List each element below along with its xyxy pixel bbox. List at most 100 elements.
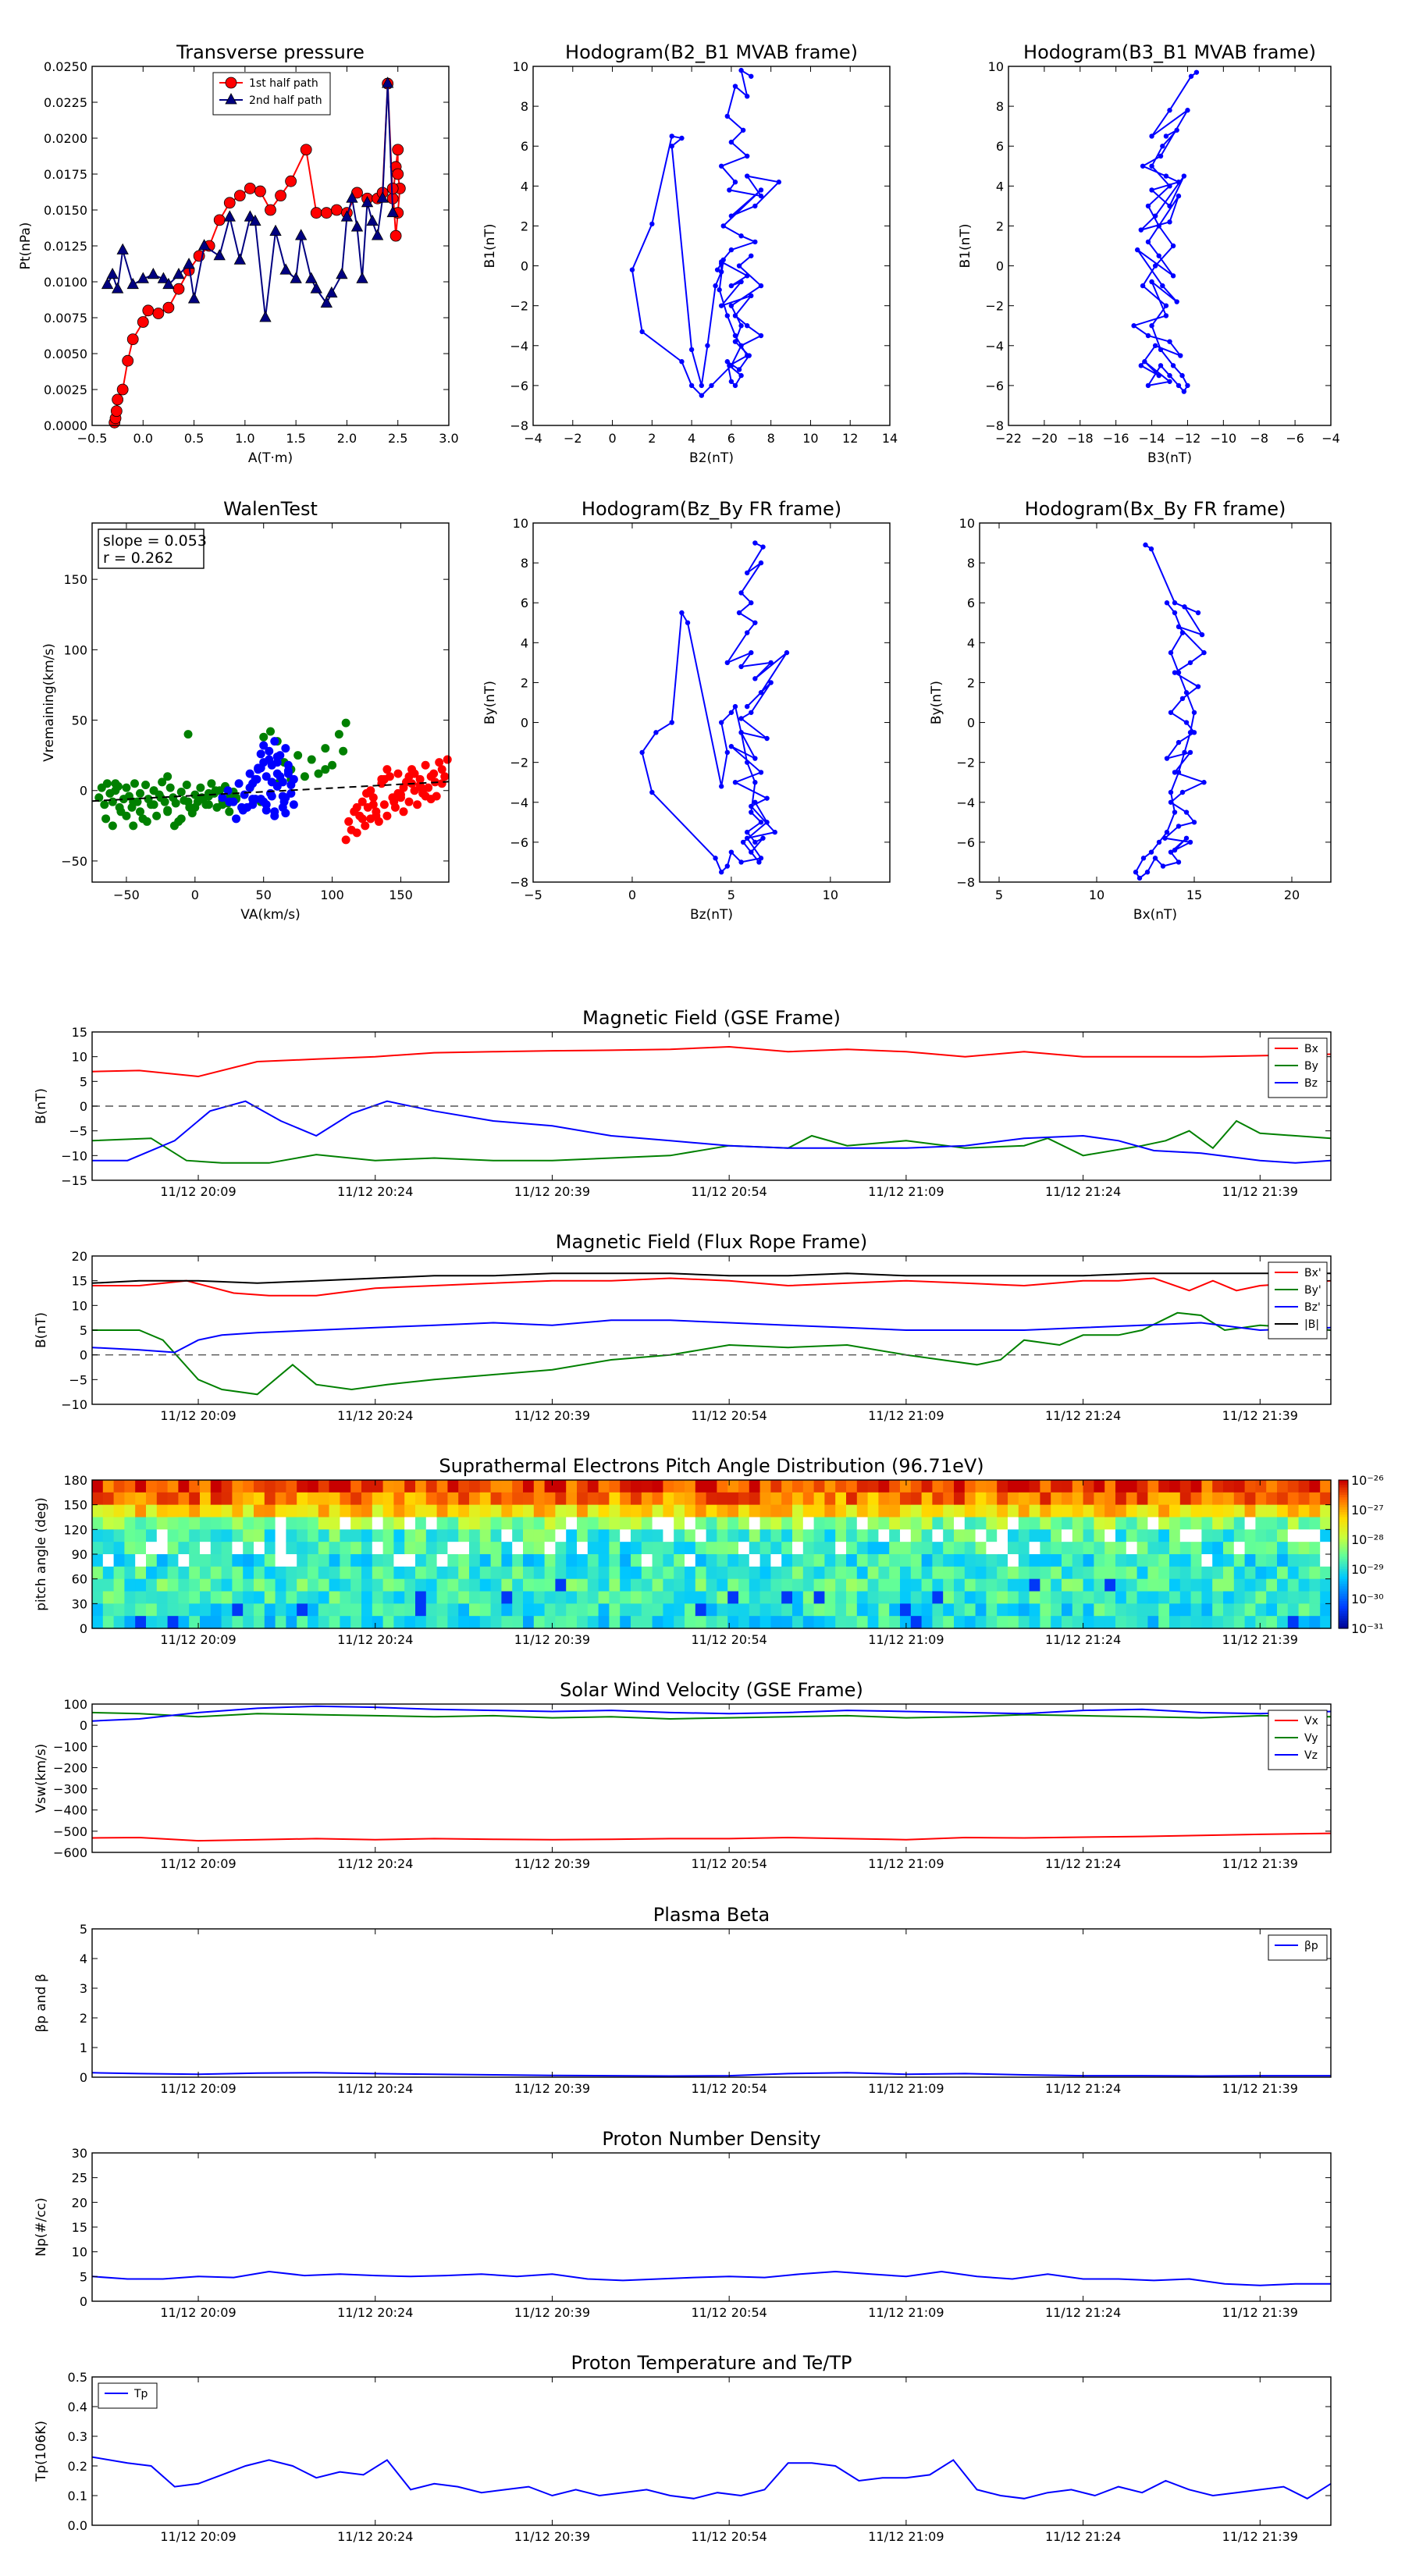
data-point: [1164, 600, 1170, 606]
data-point: [283, 769, 293, 778]
colorbar-step: [1339, 1564, 1348, 1567]
heatmap-cell: [943, 1517, 955, 1530]
heatmap-cell: [749, 1480, 761, 1493]
heatmap-cell: [393, 1566, 405, 1580]
heatmap-cell: [329, 1504, 340, 1518]
data-point: [245, 769, 254, 778]
y-axis-label: Vremaining(km/s): [41, 643, 57, 762]
colorbar-step: [1339, 1610, 1348, 1614]
data-point: [141, 781, 151, 790]
heatmap-cell: [1072, 1578, 1084, 1592]
heatmap-cell: [1223, 1480, 1235, 1493]
data-point: [1140, 163, 1146, 169]
heatmap-cell: [641, 1480, 653, 1493]
heatmap-cell: [577, 1480, 589, 1493]
data-point: [724, 863, 731, 869]
heatmap-cell: [1298, 1504, 1310, 1518]
heatmap-cell: [954, 1517, 966, 1530]
heatmap-cell: [1223, 1591, 1235, 1604]
heatmap-cell: [792, 1603, 804, 1617]
heatmap-cell: [490, 1529, 502, 1542]
heatmap-cell: [210, 1554, 222, 1567]
heatmap-cell: [447, 1504, 459, 1518]
heatmap-cell: [308, 1603, 319, 1617]
heatmap-cell: [447, 1480, 459, 1493]
heatmap-cell: [372, 1492, 384, 1506]
heatmap-cell: [706, 1529, 717, 1542]
heatmap-cell: [1277, 1517, 1289, 1530]
heatmap-cell: [759, 1591, 771, 1604]
x-tick-label: −6: [1286, 431, 1304, 446]
heatmap-cell: [770, 1492, 782, 1506]
heatmap-cell: [415, 1616, 427, 1629]
heatmap-cell: [156, 1542, 169, 1555]
heatmap-cell: [512, 1591, 524, 1604]
heatmap-cell: [1309, 1492, 1321, 1506]
heatmap-cell: [802, 1616, 815, 1629]
heatmap-cell: [1244, 1603, 1256, 1617]
data-point: [1158, 363, 1164, 368]
heatmap-cell: [297, 1492, 308, 1506]
data-point: [218, 800, 227, 809]
heatmap-cell: [867, 1492, 879, 1506]
data-point: [106, 267, 119, 279]
heatmap-cell: [1320, 1578, 1332, 1592]
data-point: [1144, 870, 1151, 875]
axes-frame: [532, 522, 891, 883]
heatmap-cell: [609, 1529, 621, 1542]
heatmap-cell: [802, 1480, 815, 1493]
heatmap-cell: [954, 1603, 966, 1617]
heatmap-cell: [340, 1492, 351, 1506]
data-point: [112, 393, 124, 406]
colorbar-step: [1339, 1578, 1348, 1582]
legend-label: Vz: [1304, 1749, 1318, 1762]
heatmap-cell: [286, 1578, 297, 1592]
heatmap-cell: [641, 1603, 653, 1617]
heatmap-cell: [254, 1517, 265, 1530]
heatmap-cell: [361, 1529, 373, 1542]
heatmap-cell: [889, 1492, 901, 1506]
heatmap-cell: [1051, 1603, 1062, 1617]
data-point: [732, 84, 738, 89]
colorbar-step: [1339, 1487, 1348, 1491]
heatmap-cell: [146, 1591, 158, 1604]
y-tick-label: 0.0175: [44, 167, 87, 182]
annotation-text: r = 0.262: [103, 550, 173, 567]
heatmap-cell: [1266, 1554, 1278, 1567]
heatmap-cell: [663, 1529, 674, 1542]
data-point: [745, 829, 750, 835]
heatmap-cell: [685, 1603, 696, 1617]
data-point: [379, 800, 389, 809]
x-tick-label: −10: [1210, 431, 1236, 446]
heatmap-cell: [415, 1480, 427, 1493]
data-point: [1152, 213, 1158, 219]
data-point: [732, 333, 738, 339]
data-point: [1195, 684, 1201, 689]
heatmap-cell: [1008, 1578, 1019, 1592]
data-point: [764, 795, 770, 801]
heatmap-cell: [1169, 1591, 1181, 1604]
heatmap-cell: [1277, 1504, 1289, 1518]
heatmap-cell: [469, 1591, 481, 1604]
heatmap-cell: [340, 1578, 351, 1592]
heatmap-cell: [889, 1616, 901, 1629]
data-point: [1182, 749, 1187, 756]
heatmap-cell: [102, 1492, 115, 1506]
heatmap-cell: [124, 1517, 136, 1530]
heatmap-cell: [652, 1578, 663, 1592]
y-tick-label: −4: [956, 795, 975, 810]
x-tick-label: 4: [688, 431, 695, 446]
data-point: [126, 277, 139, 290]
data-point: [749, 809, 754, 815]
y-tick-label: −10: [61, 1148, 87, 1163]
heatmap-cell: [749, 1591, 761, 1604]
heatmap-cell: [1287, 1529, 1300, 1542]
heatmap-cell: [479, 1616, 492, 1629]
heatmap-cell: [738, 1603, 750, 1617]
heatmap-cell: [856, 1578, 869, 1592]
data-point: [339, 746, 348, 756]
heatmap-cell: [1223, 1504, 1235, 1518]
heatmap-cell: [555, 1578, 567, 1592]
heatmap-cell: [523, 1504, 535, 1518]
x-tick-label: 11/12 21:39: [1222, 2081, 1298, 2096]
